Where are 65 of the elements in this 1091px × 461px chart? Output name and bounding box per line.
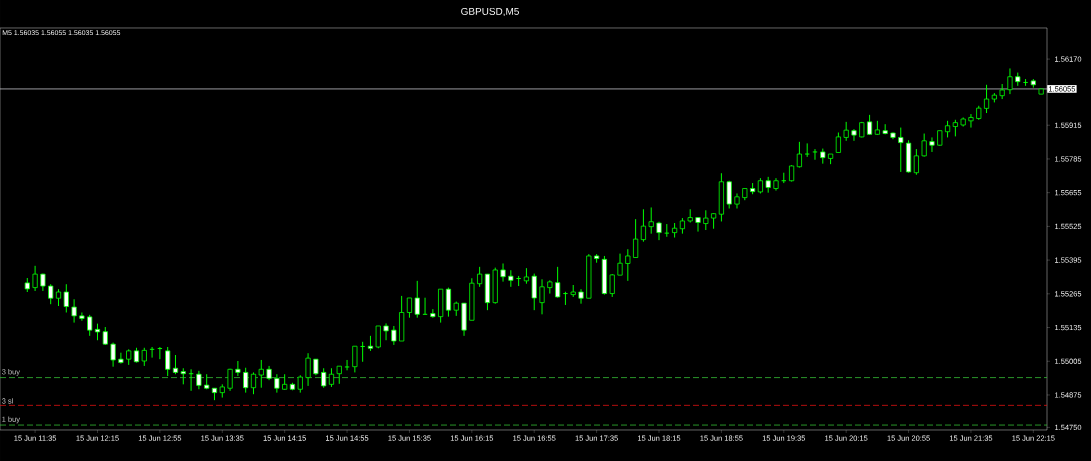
candlestick: [1007, 67, 1013, 95]
candlestick: [235, 360, 241, 377]
candlestick: [477, 266, 483, 288]
candlestick: [968, 113, 974, 129]
candlestick: [726, 180, 732, 209]
candlestick: [157, 346, 163, 360]
candlestick: [172, 354, 179, 375]
candlestick: [48, 283, 54, 305]
candlestick: [391, 325, 397, 346]
candlestick: [321, 367, 327, 389]
candlestick: [383, 322, 389, 341]
candlestick: [983, 84, 990, 114]
chart-title: GBPUSD,M5: [461, 7, 519, 17]
candlestick: [921, 133, 927, 158]
candlestick: [913, 148, 919, 176]
candlestick: [500, 262, 506, 283]
candlestick: [609, 273, 615, 298]
candlestick: [648, 206, 654, 235]
candlestick: [118, 352, 124, 365]
candlestick: [929, 136, 935, 153]
candlestick: [305, 352, 311, 387]
candlestick: [781, 172, 787, 184]
candlestick: [352, 345, 358, 373]
candlestick: [63, 283, 69, 313]
candlestick: [555, 266, 561, 299]
candlestick: [274, 373, 280, 394]
candlestick: [258, 359, 264, 389]
candlestick: [867, 114, 873, 136]
candlestick: [79, 312, 85, 322]
candlestick: [196, 370, 202, 390]
candlestick: [149, 346, 155, 359]
candlestick: [625, 248, 631, 282]
candlestick: [165, 346, 171, 377]
candlestick: [414, 280, 420, 319]
candlestick: [243, 367, 249, 394]
candlestick: [562, 291, 569, 306]
candlestick: [633, 218, 639, 259]
candlestick: [110, 342, 116, 368]
candlestick: [344, 359, 350, 371]
candlestick: [804, 142, 810, 158]
candlestick: [835, 132, 841, 153]
candlestick: [578, 288, 584, 305]
candlestick: [703, 209, 709, 231]
candlestick: [188, 368, 194, 392]
candlestick: [515, 275, 522, 287]
candlestick: [141, 347, 147, 367]
candlestick: [406, 297, 413, 319]
candlestick: [617, 253, 623, 276]
candlestick: [695, 217, 701, 233]
candlestick: [250, 371, 257, 395]
candlestick: [640, 208, 646, 243]
candlestick: [445, 287, 452, 318]
candlestick: [422, 297, 428, 315]
candlestick: [843, 121, 849, 142]
candlestick: [71, 298, 77, 324]
candlestick: [359, 341, 366, 363]
candlestick: [812, 148, 818, 161]
candlestick: [898, 127, 904, 173]
candlestick: [851, 128, 857, 142]
candlestick: [539, 278, 545, 315]
candlestick: [328, 367, 335, 388]
candlestick: [796, 141, 802, 169]
candlestick: [531, 273, 537, 311]
candlestick: [87, 314, 93, 337]
candlestick: [32, 265, 38, 292]
